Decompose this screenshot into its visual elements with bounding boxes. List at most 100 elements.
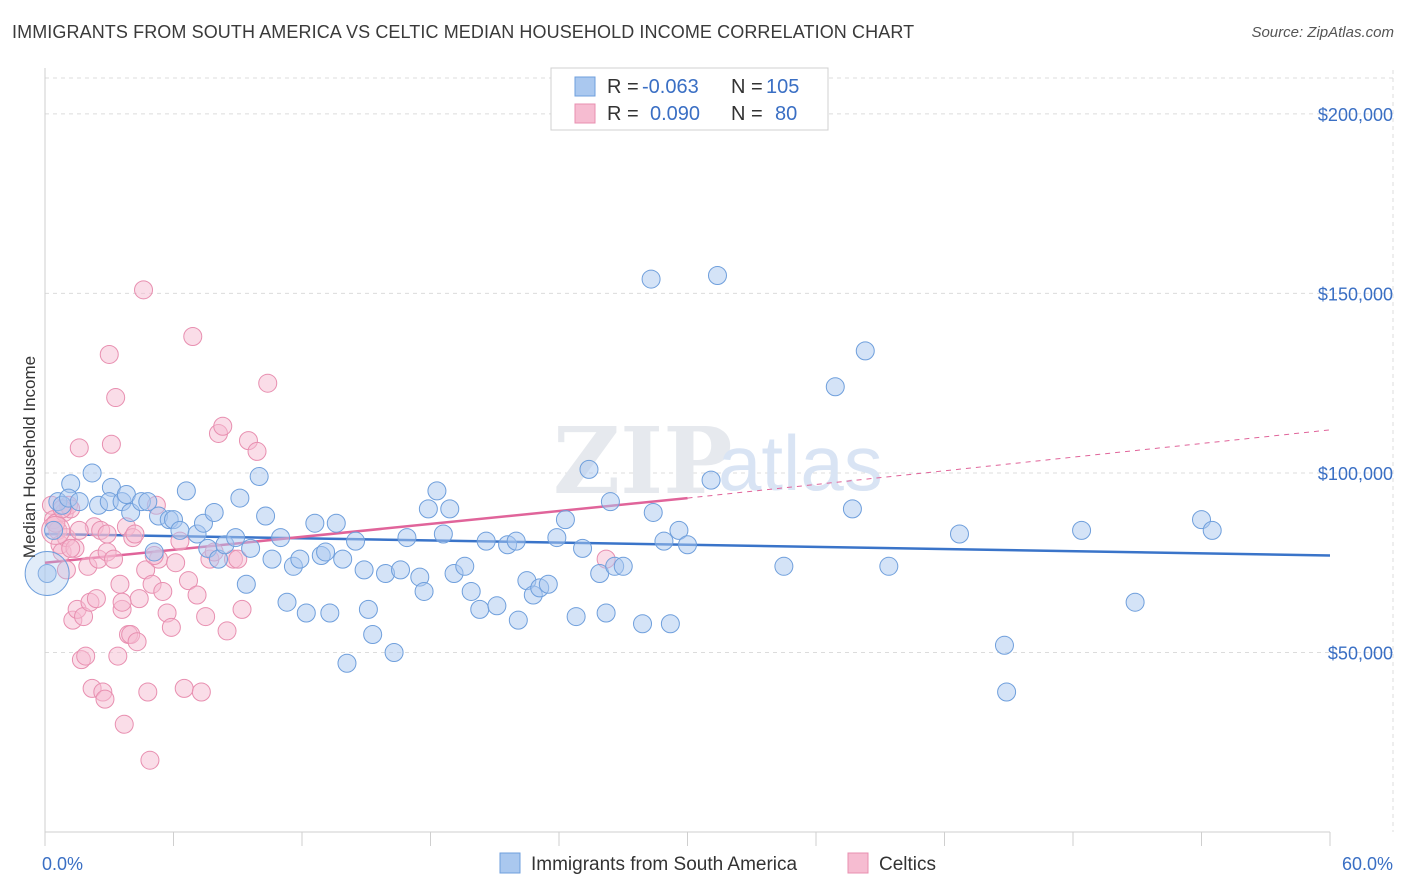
south-america-point-73	[538, 574, 558, 594]
south-america-point-62	[455, 556, 475, 576]
celtics-point-57	[187, 585, 207, 605]
south-america-point-100	[997, 682, 1017, 702]
chart-title: IMMIGRANTS FROM SOUTH AMERICA VS CELTIC …	[12, 22, 915, 42]
south-america-point-69	[508, 610, 528, 630]
celtics-point-31	[108, 646, 128, 666]
series-legend-label-pink: Celtics	[879, 854, 936, 875]
south-america-point-87	[654, 531, 674, 551]
south-america-point-34	[262, 549, 282, 569]
south-america-point-86	[643, 502, 663, 522]
celtics-point-70	[56, 560, 76, 580]
south-america-point-104	[1202, 520, 1222, 540]
south-america-point-large	[24, 550, 70, 596]
celtics-point-41	[129, 589, 149, 609]
south-america-point-77	[573, 538, 593, 558]
celtics-point-56	[183, 327, 203, 347]
celtics-point-45	[140, 750, 160, 770]
south-america-point-57	[418, 499, 438, 519]
legend-r-value-1: -0.063	[642, 76, 699, 98]
celtics-point-42	[134, 280, 154, 300]
south-america-point-93	[774, 556, 794, 576]
south-america-point-58	[427, 481, 447, 501]
south-america-point-83	[613, 556, 633, 576]
south-america-point-64	[470, 599, 490, 619]
south-america-point-63	[461, 581, 481, 601]
south-america-point-89	[669, 520, 689, 540]
legend-r-label-2: R =	[607, 103, 639, 125]
south-america-point-20	[170, 520, 190, 540]
south-america-point-84	[633, 614, 653, 634]
x-tick-label-1: 60.0%	[1342, 854, 1393, 874]
south-america-point-88	[660, 614, 680, 634]
legend-swatch-pink	[574, 103, 596, 124]
source-label: Source: ZipAtlas.com	[1251, 24, 1394, 41]
south-america-point-56	[414, 581, 434, 601]
south-america-point-47	[346, 531, 366, 551]
south-america-point-101	[1072, 520, 1092, 540]
correlation-legend: R = -0.063 N = 105 R = 0.090 N = 80	[550, 67, 829, 131]
celtics-point-29	[104, 549, 124, 569]
south-america-point-49	[358, 599, 378, 619]
celtics-point-58	[191, 682, 211, 702]
celtics-point-78	[228, 549, 248, 569]
south-america-point-85	[641, 269, 661, 289]
south-america-point-102	[1125, 592, 1145, 612]
south-america-point-99	[994, 635, 1014, 655]
south-america-point-96	[855, 341, 875, 361]
legend-swatch-blue	[574, 76, 596, 97]
south-america-point-76	[566, 607, 586, 627]
south-america-point-43	[320, 603, 340, 623]
south-america-point-45	[333, 549, 353, 569]
south-america-point-94	[825, 377, 845, 397]
series-legend-label-blue: Immigrants from South America	[531, 854, 798, 875]
watermark: ZIP atlas	[553, 407, 883, 515]
south-america-point-97	[879, 556, 899, 576]
celtics-point-76	[112, 592, 132, 612]
series-legend-swatch-pink	[847, 852, 869, 874]
south-america-point-36	[277, 592, 297, 612]
watermark-zip: ZIP	[553, 407, 732, 515]
y-tick-label-3: $200,000	[1318, 105, 1393, 125]
south-america-point-98	[949, 524, 969, 544]
south-america-point-40	[305, 513, 325, 533]
axes	[44, 68, 1331, 846]
celtics-point-69	[258, 373, 278, 393]
south-america-point-44	[326, 513, 346, 533]
south-america-point-28	[226, 528, 246, 548]
y-axis-label: Median Household Income	[20, 356, 39, 558]
south-america-point-21	[176, 481, 196, 501]
celtics-point-52	[166, 553, 186, 573]
celtics-point-64	[217, 621, 237, 641]
celtics-point-13	[69, 438, 89, 458]
south-america-point-80	[596, 603, 616, 623]
watermark-atlas: atlas	[718, 419, 883, 507]
south-america-point-15	[138, 492, 158, 512]
south-america-point-16	[144, 542, 164, 562]
south-america-point-74	[547, 528, 567, 548]
celtics-point-66	[232, 599, 252, 619]
y-tick-label-2: $150,000	[1318, 284, 1393, 304]
south-america-point-52	[384, 642, 404, 662]
legend-n-label-1: N =	[731, 76, 763, 98]
south-america-point-68	[506, 531, 526, 551]
south-america-point-7	[82, 463, 102, 483]
south-america-point-1	[44, 520, 64, 540]
celtics-point-21	[86, 589, 106, 609]
south-america-point-95	[842, 499, 862, 519]
legend-n-value-2: 80	[775, 103, 797, 125]
celtics-point-27	[99, 344, 119, 364]
south-america-point-33	[256, 506, 276, 526]
x-tick-label-0: 0.0%	[42, 854, 83, 874]
celtics-point-72	[97, 524, 117, 544]
celtics-point-32	[110, 574, 130, 594]
south-america-point-60	[440, 499, 460, 519]
south-america-point-91	[701, 470, 721, 490]
south-america-point-39	[296, 603, 316, 623]
south-america-point-50	[363, 625, 383, 645]
celtics-point-34	[114, 714, 134, 734]
celtics-point-68	[247, 441, 267, 461]
south-america-point-30	[236, 574, 256, 594]
south-america-point-53	[391, 560, 411, 580]
celtics-point-44	[138, 682, 158, 702]
